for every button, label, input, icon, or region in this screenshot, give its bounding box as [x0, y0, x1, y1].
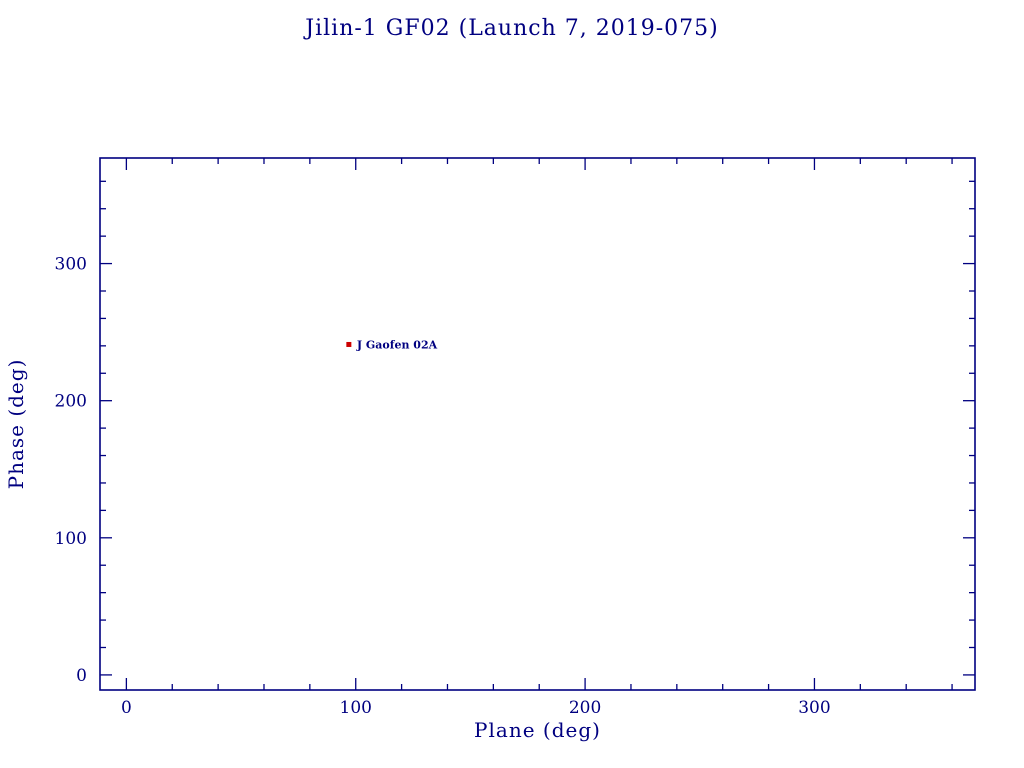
x-tick-label: 100 [340, 698, 372, 718]
plot-frame [99, 157, 976, 691]
y-tick-label: 100 [55, 529, 87, 549]
x-tick-label: 300 [798, 698, 830, 718]
data-point-marker [346, 341, 352, 347]
y-tick-label: 200 [55, 392, 87, 412]
y-axis-label: Phase (deg) [4, 358, 28, 490]
x-axis-label: Plane (deg) [474, 718, 601, 742]
x-tick-label: 200 [569, 698, 601, 718]
data-point-label: J Gaofen 02A [356, 338, 438, 351]
y-tick-label: 0 [76, 666, 87, 686]
chart-title: Jilin-1 GF02 (Launch 7, 2019-075) [305, 16, 719, 41]
y-tick-label: 300 [55, 255, 87, 275]
x-tick-label: 0 [121, 698, 132, 718]
